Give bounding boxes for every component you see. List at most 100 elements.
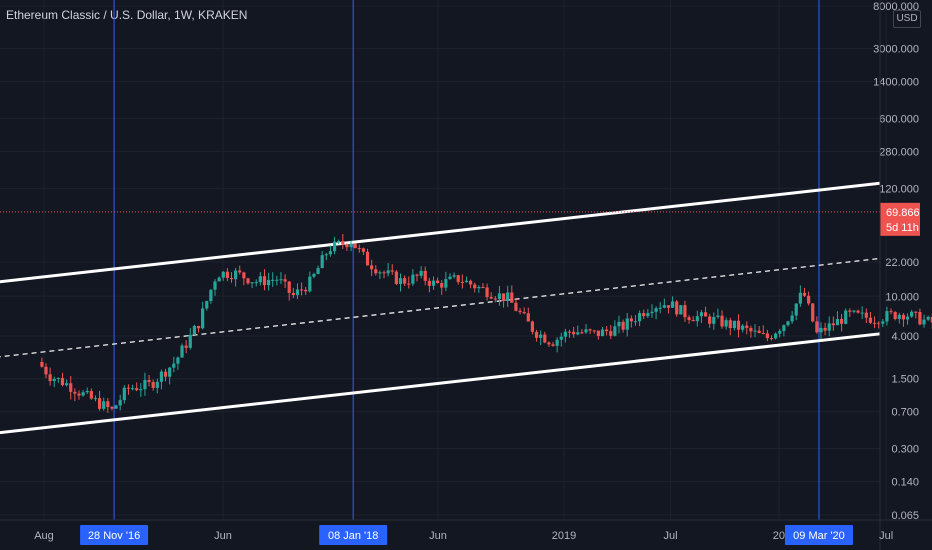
candle-body (304, 289, 308, 292)
candle-body (89, 390, 93, 399)
candle-body (341, 241, 345, 245)
candle-body (242, 272, 246, 279)
candle-body (703, 312, 708, 317)
candle-body (922, 319, 926, 325)
grid (0, 0, 887, 520)
x-tick-label: Jul (664, 530, 678, 542)
candle-body (176, 357, 180, 364)
candle-body (905, 316, 910, 320)
candle-body (254, 282, 258, 284)
candle-body (378, 272, 382, 274)
candle-body (609, 331, 613, 336)
candle-body (600, 329, 605, 337)
candle-body (807, 295, 811, 304)
candle-body (741, 325, 745, 330)
candle-body (670, 301, 675, 308)
candle-body (518, 310, 522, 313)
marker-date-label: 09 Mar '20 (793, 530, 845, 542)
candle-body (790, 315, 794, 322)
candle-body (163, 371, 168, 377)
currency-badge[interactable]: USD (893, 10, 921, 28)
vertical-markers (113, 0, 820, 520)
candle-body (732, 320, 737, 329)
candle-body (877, 322, 881, 324)
price-axis[interactable]: 8000.0003000.0001400.000600.000280.00012… (873, 0, 919, 550)
candle-body (757, 330, 761, 334)
candle-body (299, 289, 304, 291)
candle-body (353, 243, 357, 249)
y-tick-label: 1.500 (891, 374, 919, 386)
candle-body (139, 389, 143, 391)
candle-body (431, 280, 436, 286)
candle-body (712, 316, 716, 324)
marker-date-badge (784, 525, 853, 545)
candle-body (839, 318, 844, 324)
candle-body (155, 381, 159, 388)
y-tick-label: 600.000 (879, 113, 919, 125)
candle-body (745, 325, 749, 328)
candle-body (613, 326, 617, 336)
candle-body (436, 280, 440, 284)
candle-body (188, 334, 192, 348)
candle-body (493, 298, 497, 300)
candle-body (456, 275, 460, 282)
candle-body (93, 398, 98, 400)
candle-body (761, 333, 765, 335)
regression-channel[interactable] (0, 181, 881, 437)
y-tick-label: 280.000 (879, 147, 919, 159)
time-axis[interactable]: AugJunJun2019Jul20Jul2021202228 Nov '160… (0, 519, 932, 545)
candle-body (699, 312, 704, 317)
candle-body (658, 307, 662, 309)
candle-body (848, 310, 852, 312)
candle-body (77, 393, 81, 396)
candle-body (629, 318, 633, 322)
candle-body (749, 327, 753, 332)
candle-body (864, 312, 868, 318)
x-tick-label: 20 (773, 530, 785, 542)
candle-body (308, 276, 312, 292)
candle-body (275, 279, 279, 281)
candle-body (563, 331, 567, 337)
candle-body (926, 316, 930, 320)
candle-body (687, 317, 691, 321)
candle-body (468, 280, 473, 285)
candle-body (683, 305, 687, 318)
candle-body (271, 279, 275, 281)
candle-body (180, 345, 184, 358)
candle-body (291, 292, 295, 296)
candle-body (295, 289, 300, 296)
candle-body (65, 383, 69, 386)
candle-body (910, 311, 914, 317)
candle-body (753, 330, 757, 332)
candle-body (497, 293, 502, 299)
y-tick-label: 3000.000 (873, 44, 919, 56)
candle-body (930, 316, 932, 323)
candle-body (774, 333, 778, 339)
candle-body (481, 286, 485, 288)
candle-body (621, 321, 625, 330)
candle-body (596, 330, 600, 337)
candle-body (543, 334, 547, 343)
candle-body (316, 268, 320, 274)
candle-body (811, 303, 815, 322)
candle-body (477, 286, 481, 289)
candle-body (357, 248, 361, 250)
y-tick-label: 4.000 (891, 331, 919, 343)
candle-body (279, 279, 283, 281)
candle-body (52, 378, 56, 381)
candle-body (506, 292, 510, 302)
candle-body (40, 362, 44, 367)
candle-body (675, 301, 679, 315)
candle-body (213, 281, 217, 290)
channel-upper-line (0, 181, 881, 284)
candle-body (258, 276, 262, 283)
candle-body (782, 325, 786, 331)
candle-body (81, 392, 85, 396)
candle-body (324, 254, 328, 256)
candle-body (897, 314, 901, 319)
candle-body (135, 388, 139, 391)
x-tick-label: Jun (429, 530, 447, 542)
candle-body (423, 270, 427, 281)
x-tick-label: Jul (879, 530, 893, 542)
